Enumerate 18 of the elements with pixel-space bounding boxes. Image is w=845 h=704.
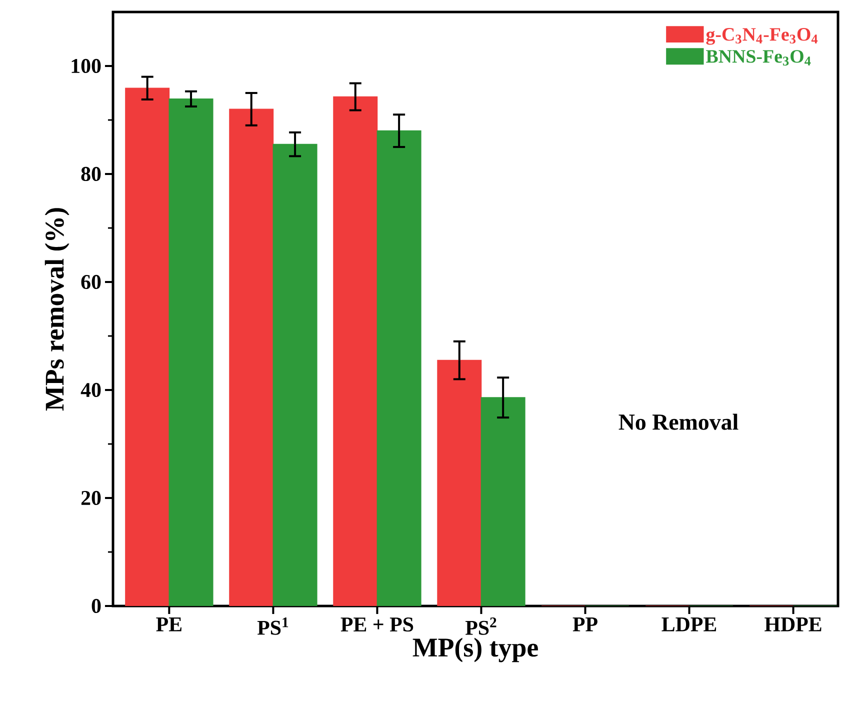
x-tick-label: PP [572,618,598,632]
y-tick-label: 100 [72,58,101,74]
y-tick-label: 80 [81,166,101,182]
y-tick-label: 40 [80,382,101,398]
x-tick-label: PE [156,618,182,632]
annotation: No Removal [618,414,738,430]
x-tick-label: PS$^{2}$ [465,618,496,635]
y-axis-title: MPs removal (%) [44,208,70,411]
x-tick-label: PS$^{1}$ [257,618,288,635]
legend-label: BNNS-Fe$_{3}$O$_{4}$ [706,50,811,66]
y-tick-label: 60 [81,274,101,290]
legend-label: g-C$_{3}$N$_{4}$-Fe$_{3}$O$_{4}$ [706,28,818,45]
y-tick-label: 0 [92,598,101,614]
x-tick-label: PE + PS [340,617,414,632]
y-tick-label: 20 [81,490,101,506]
x-axis-title: MP(s) type [412,638,538,662]
x-tick-label: LDPE [662,618,716,632]
x-tick-label: HDPE [764,618,822,632]
